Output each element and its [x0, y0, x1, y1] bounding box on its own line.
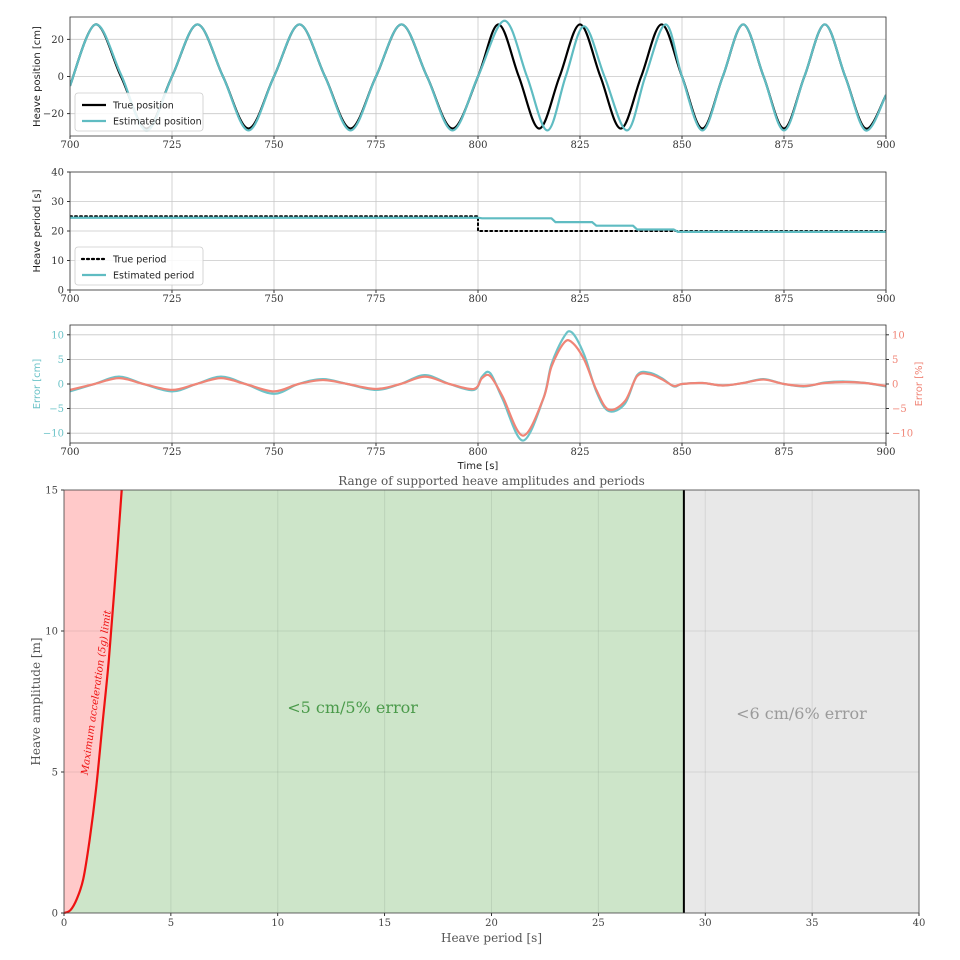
plot-frame	[69, 16, 887, 137]
y-tick-label: 5	[52, 768, 58, 779]
legend-box	[74, 92, 204, 132]
x-tick-label: 750	[264, 294, 283, 305]
x-tick-label: 725	[162, 447, 181, 458]
legend-label: True period	[112, 255, 166, 266]
x-tick-label: 15	[378, 918, 391, 929]
x-tick-label: 825	[570, 140, 589, 151]
x-tick-label: 40	[913, 918, 926, 929]
plot-frame	[63, 489, 920, 914]
y2-tick-label: 0	[892, 380, 898, 391]
region-green	[64, 490, 684, 913]
plot-frame	[69, 171, 887, 291]
y-tick-label: 0	[58, 72, 64, 83]
y-tick-label: 40	[51, 168, 64, 179]
x-tick-label: 25	[592, 918, 605, 929]
y2-tick-label: 5	[892, 355, 898, 366]
x-axis-label: Time [s]	[457, 461, 499, 472]
x-tick-label: 850	[672, 294, 691, 305]
x-tick-label: 700	[60, 294, 79, 305]
y-tick-label: 10	[51, 256, 64, 267]
y-axis-label: Heave period [s]	[32, 189, 43, 272]
x-tick-label: 800	[468, 447, 487, 458]
x-tick-label: 0	[61, 918, 67, 929]
x-tick-label: 900	[876, 447, 895, 458]
series-line-error-	[70, 339, 886, 437]
y-tick-label: 10	[45, 627, 58, 638]
y-tick-label: −10	[43, 429, 64, 440]
y-tick-label: 0	[58, 380, 64, 391]
region-grey	[683, 490, 919, 913]
x-tick-label: 30	[699, 918, 712, 929]
x-tick-label: 800	[468, 140, 487, 151]
y-tick-label: −20	[43, 109, 64, 120]
x-tick-label: 850	[672, 447, 691, 458]
y-tick-label: −5	[49, 404, 64, 415]
x-tick-label: 875	[774, 140, 793, 151]
y-tick-label: 0	[58, 286, 64, 297]
chart-title: Range of supported heave amplitudes and …	[338, 474, 645, 488]
legend-label: Estimated position	[113, 117, 202, 128]
x-tick-label: 725	[162, 294, 181, 305]
x-tick-label: 35	[806, 918, 819, 929]
y2-axis-label: Error [%]	[914, 361, 925, 406]
x-tick-label: 825	[570, 447, 589, 458]
legend-box	[74, 246, 204, 286]
legend-label: True position	[112, 101, 174, 112]
panel-3: 700 725 750 775 800 825 850 875 900 −10 −5 0 5 10 −10 −…	[32, 324, 925, 472]
y-axis-label: Heave position [cm]	[32, 26, 43, 127]
x-tick-label: 20	[485, 918, 498, 929]
x-tick-label: 800	[468, 294, 487, 305]
y2-tick-label: −5	[892, 404, 907, 415]
x-tick-label: 10	[271, 918, 284, 929]
y-axis-label: Heave amplitude [m]	[29, 637, 43, 765]
x-tick-label: 700	[60, 140, 79, 151]
x-tick-label: 775	[366, 447, 385, 458]
y-tick-label: 0	[52, 909, 58, 920]
plot-frame	[69, 324, 887, 444]
region-red	[64, 490, 122, 913]
region-label-grey: <6 cm/6% error	[736, 704, 867, 723]
x-tick-label: 900	[876, 294, 895, 305]
y2-tick-label: 10	[892, 330, 905, 341]
x-tick-label: 900	[876, 140, 895, 151]
x-tick-label: 5	[168, 918, 174, 929]
x-tick-label: 825	[570, 294, 589, 305]
series-line-estimated-position	[70, 19, 886, 132]
y2-tick-label: −10	[892, 429, 913, 440]
x-tick-label: 850	[672, 140, 691, 151]
x-axis-label: Heave period [s]	[441, 931, 542, 945]
x-tick-label: 775	[366, 140, 385, 151]
x-tick-label: 725	[162, 140, 181, 151]
y-tick-label: 20	[51, 35, 64, 46]
legend-label: Estimated period	[113, 271, 194, 282]
legend: True period Estimated period	[74, 246, 204, 286]
y-tick-label: 10	[51, 330, 64, 341]
y-tick-label: 15	[45, 486, 58, 497]
acceleration-limit-curve	[63, 489, 123, 915]
x-tick-label: 875	[774, 294, 793, 305]
legend: True position Estimated position	[74, 92, 204, 132]
y-axis-label: Error [cm]	[32, 359, 43, 410]
y-tick-label: 20	[51, 227, 64, 238]
x-tick-label: 700	[60, 447, 79, 458]
x-tick-label: 750	[264, 140, 283, 151]
x-tick-label: 775	[366, 294, 385, 305]
panel-2: 700 725 750 775 800 825 850 875 900 0 10 20 30 40 Heav…	[32, 168, 896, 306]
y-tick-label: 30	[51, 197, 64, 208]
x-tick-label: 750	[264, 447, 283, 458]
panel-1: 700 725 750 775 800 825 850 875 900 −20 0 20 Heave p…	[32, 16, 896, 151]
y-tick-label: 5	[58, 355, 64, 366]
region-label-green: <5 cm/5% error	[287, 698, 418, 717]
series-line-estimated-period	[70, 216, 886, 233]
x-tick-label: 875	[774, 447, 793, 458]
